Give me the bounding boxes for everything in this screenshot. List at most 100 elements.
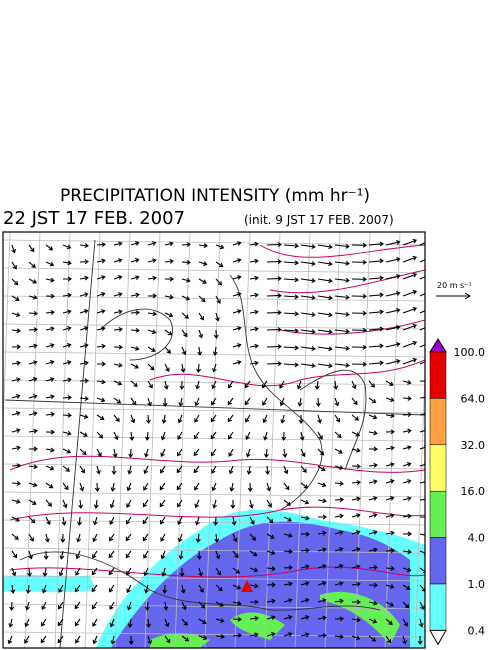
wind-arrow <box>45 309 55 315</box>
wind-arrow <box>79 396 89 402</box>
wind-arrow <box>368 635 377 642</box>
wind-arrow <box>113 344 123 350</box>
parallel <box>3 351 425 358</box>
wind-arrow <box>368 582 378 588</box>
wind-arrow <box>266 582 276 588</box>
wind-arrow <box>266 276 282 282</box>
wind-arrow <box>159 482 166 491</box>
wind-arrow <box>300 346 316 352</box>
wind-arrow <box>61 516 67 526</box>
wind-arrow <box>300 547 310 553</box>
wind-arrow <box>402 289 418 297</box>
wind-arrow <box>130 397 137 406</box>
wind-arrow <box>283 294 299 300</box>
wind-arrow <box>210 448 217 457</box>
wind-arrow <box>245 431 251 441</box>
colorbar-over <box>429 338 447 353</box>
colorbar: 100.0 64.0 32.0 16.0 4.0 1.0 0.4 <box>429 338 486 646</box>
wind-arrow <box>96 465 101 475</box>
wind-arrow <box>42 567 48 577</box>
wind-arrow <box>249 309 259 315</box>
meridian <box>84 232 101 648</box>
wind-arrow <box>368 530 378 535</box>
wind-arrow <box>57 635 64 644</box>
wind-arrow <box>145 601 150 611</box>
wind-arrow <box>317 278 333 284</box>
wind-arrow <box>334 431 342 439</box>
wind-arrow <box>176 482 183 491</box>
wind-arrow <box>249 360 259 366</box>
wind-arrow <box>28 550 33 560</box>
wind-arrow <box>317 465 326 471</box>
wind-arrow <box>368 479 378 485</box>
meridian <box>445 232 460 648</box>
wind-arrow <box>45 482 54 489</box>
wind-arrow <box>25 601 30 611</box>
wind-arrow <box>249 632 259 638</box>
wind-arrow <box>162 584 168 594</box>
wind-arrow <box>300 295 316 301</box>
wind-arrow <box>143 482 149 491</box>
colorbar-label: 100.0 <box>454 346 486 359</box>
wind-arrow <box>113 292 123 297</box>
wind-arrow <box>300 482 309 489</box>
wind-arrow <box>126 584 132 594</box>
wind-arrow <box>62 430 72 436</box>
parallel <box>3 239 425 246</box>
wind-arrow <box>283 565 293 571</box>
wind-arrow <box>194 499 200 509</box>
wind-arrow <box>317 615 327 621</box>
wind-arrow <box>62 244 72 250</box>
wind-arrow <box>368 326 384 332</box>
wind-arrow <box>130 292 140 298</box>
wind-arrow <box>334 616 344 622</box>
wind-arrow <box>111 465 117 475</box>
wind-arrow <box>143 567 149 577</box>
wind-arrow <box>419 310 425 314</box>
wind-arrow <box>264 448 269 458</box>
wind-arrow <box>368 446 378 452</box>
wind-arrow <box>385 291 401 297</box>
wind-arrow <box>334 243 350 249</box>
wind-arrow <box>62 482 69 491</box>
wind-arrow <box>126 482 132 492</box>
wind-arrow <box>402 479 412 484</box>
colorbar-label: 1.0 <box>468 578 486 591</box>
wind-arrow <box>351 361 367 367</box>
wind-arrow <box>245 448 251 458</box>
wind-arrow <box>334 564 344 569</box>
wind-arrow <box>142 516 149 525</box>
wind-arrow <box>232 616 242 622</box>
wind-arrow <box>58 567 64 577</box>
wind-arrow <box>317 295 333 301</box>
wind-arrow <box>244 380 251 389</box>
parallel <box>3 323 425 330</box>
wind-arrow <box>351 242 367 248</box>
wind-arrow <box>351 327 367 333</box>
wind-arrow <box>300 363 316 369</box>
wind-arrow <box>317 498 327 504</box>
wind-arrow <box>96 397 106 403</box>
colorbar-bin <box>429 490 447 538</box>
wind-arrow <box>62 499 68 509</box>
wind-arrow <box>317 431 323 440</box>
wind-arrow <box>334 481 344 487</box>
meridian <box>114 232 131 648</box>
parallel <box>3 295 425 302</box>
colorbar-label: 64.0 <box>461 392 486 405</box>
wind-arrow <box>385 359 401 365</box>
wind-arrow <box>212 363 217 373</box>
wind-arrow <box>180 584 186 594</box>
wind-arrow <box>181 618 188 626</box>
wind-arrow <box>385 274 401 280</box>
wind-arrow <box>385 548 395 554</box>
wind-arrow <box>181 312 189 319</box>
wind-arrow <box>283 277 299 283</box>
wind-arrow <box>385 462 395 468</box>
wind-arrow <box>177 414 183 424</box>
wind-arrow <box>57 618 64 627</box>
wind-arrow <box>249 326 259 332</box>
wind-arrow <box>228 431 234 440</box>
wind-arrow <box>44 533 50 543</box>
wind-arrow <box>58 601 64 610</box>
